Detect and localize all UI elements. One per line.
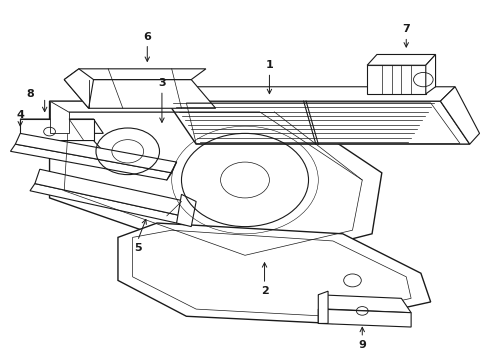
- Text: 4: 4: [16, 111, 24, 121]
- Polygon shape: [318, 309, 411, 327]
- Text: 2: 2: [261, 286, 269, 296]
- Polygon shape: [167, 87, 455, 101]
- Polygon shape: [441, 87, 480, 144]
- Polygon shape: [64, 80, 216, 108]
- Text: 9: 9: [358, 340, 366, 350]
- Polygon shape: [49, 101, 69, 134]
- Polygon shape: [426, 54, 436, 94]
- Polygon shape: [64, 69, 206, 80]
- Polygon shape: [118, 223, 431, 323]
- Polygon shape: [64, 69, 94, 108]
- Polygon shape: [10, 144, 171, 180]
- Polygon shape: [367, 65, 426, 94]
- Text: 6: 6: [144, 32, 151, 41]
- Polygon shape: [318, 295, 411, 313]
- Text: 3: 3: [158, 78, 166, 88]
- Polygon shape: [30, 184, 181, 223]
- Polygon shape: [367, 54, 436, 65]
- Polygon shape: [49, 101, 382, 266]
- Polygon shape: [167, 101, 470, 144]
- Polygon shape: [35, 169, 186, 216]
- Polygon shape: [20, 119, 103, 134]
- Polygon shape: [176, 194, 196, 226]
- Text: 7: 7: [402, 24, 410, 35]
- Text: 5: 5: [134, 243, 141, 253]
- Polygon shape: [318, 291, 328, 323]
- Text: 1: 1: [266, 60, 273, 70]
- Polygon shape: [20, 140, 103, 151]
- Text: 8: 8: [26, 89, 34, 99]
- Polygon shape: [20, 119, 94, 140]
- Polygon shape: [15, 134, 176, 173]
